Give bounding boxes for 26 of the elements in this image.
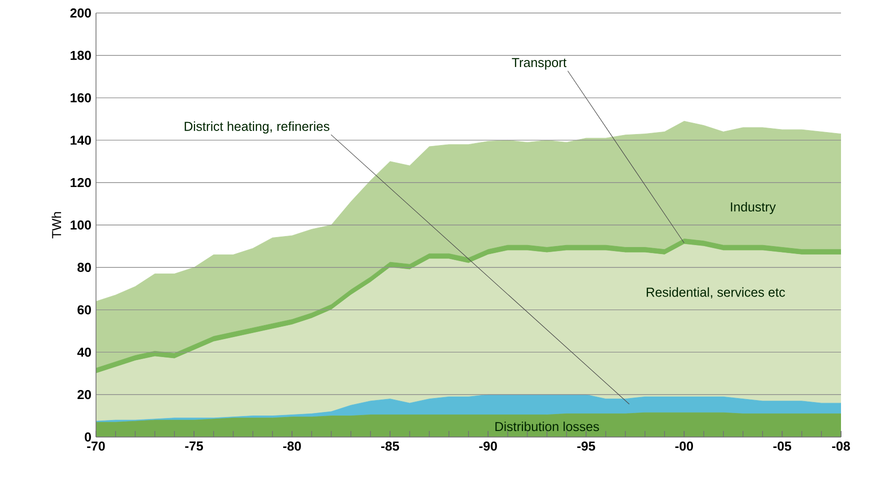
x-tick-label: -75 xyxy=(185,442,204,451)
y-tick-label: 0 xyxy=(84,432,91,442)
x-tick-label: -05 xyxy=(773,442,792,451)
y-axis-title: TWh xyxy=(52,212,62,238)
series-label: Industry xyxy=(730,202,776,214)
text: Transport xyxy=(512,58,566,70)
y-tick-label: 80 xyxy=(77,262,91,272)
x-tick-label: -70 xyxy=(87,442,105,451)
x-tick-label: -95 xyxy=(577,442,596,451)
x-tick-label: -90 xyxy=(479,442,497,451)
x-tick-label: -85 xyxy=(381,442,400,451)
y-tick-label: 100 xyxy=(70,220,91,230)
series-label: Residential, services etc xyxy=(646,287,785,298)
y-tick-label: 200 xyxy=(70,8,91,18)
y-tick-label: 180 xyxy=(70,50,91,60)
y-tick-label: 140 xyxy=(70,136,91,145)
text: District heating, refineries xyxy=(184,121,330,134)
series-label: Distribution losses xyxy=(495,422,599,432)
x-tick-label: -00 xyxy=(675,442,693,451)
y-tick-label: 40 xyxy=(77,348,91,357)
y-tick-label: 160 xyxy=(70,93,91,102)
y-tick-label: 120 xyxy=(70,178,91,188)
x-tick-label: -80 xyxy=(283,442,301,451)
y-tick-label: 20 xyxy=(78,390,91,400)
y-tick-label: 60 xyxy=(78,305,91,314)
x-tick-label: -08 xyxy=(832,442,850,451)
